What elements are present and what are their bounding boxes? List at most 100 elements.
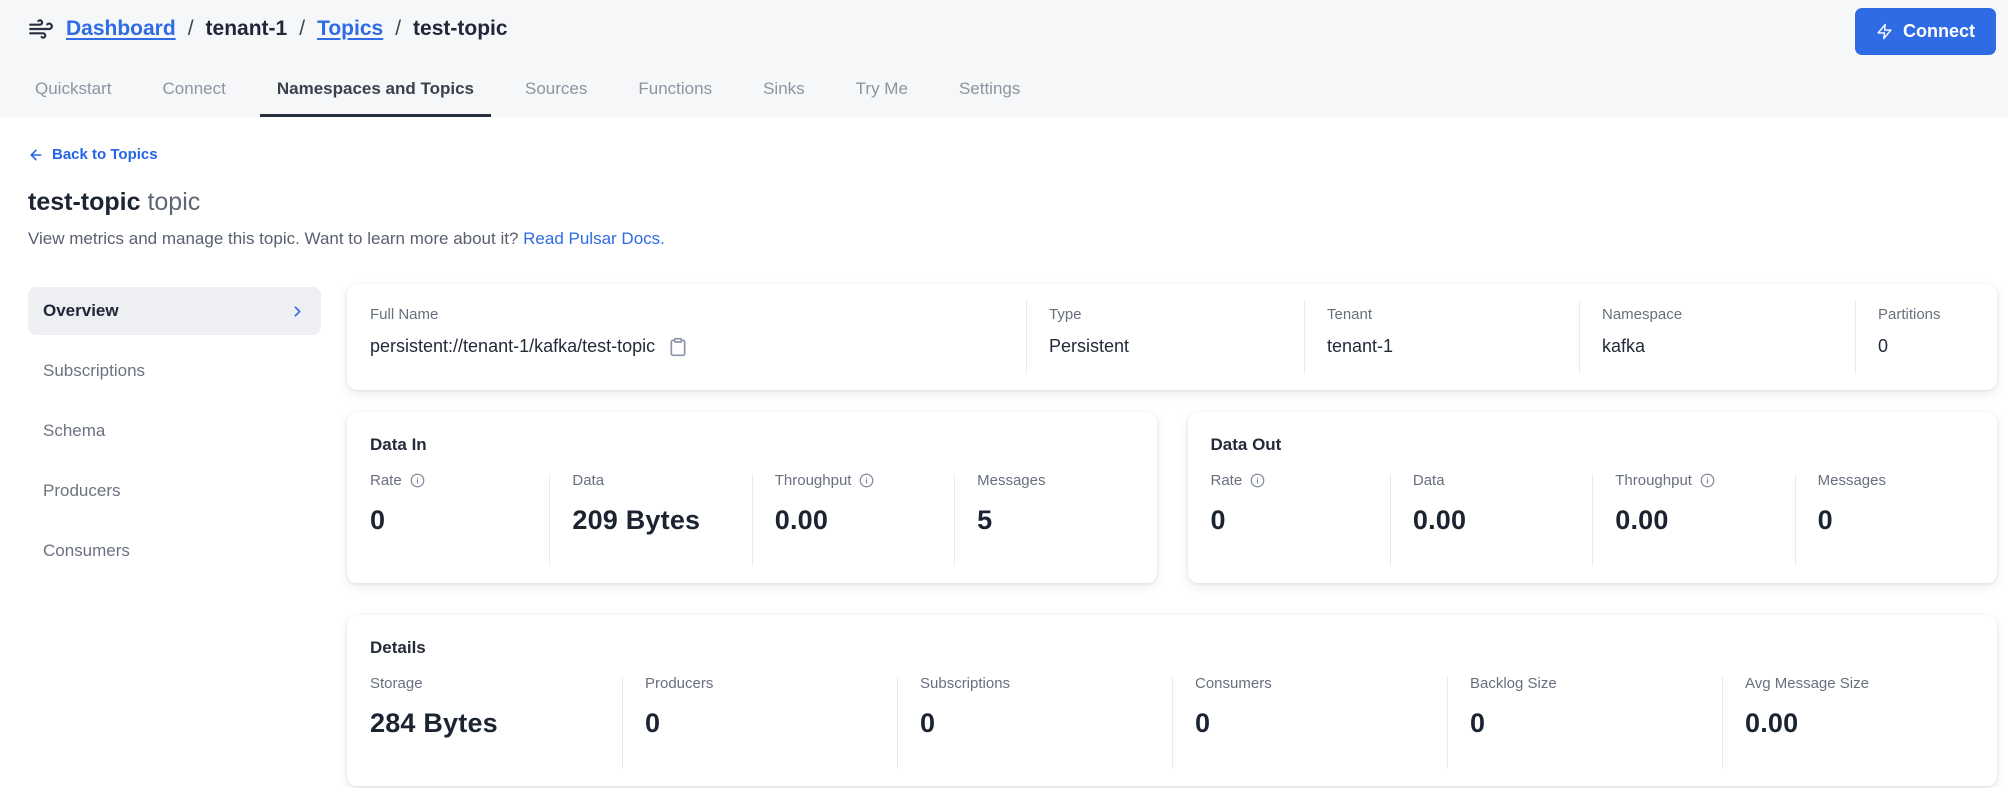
metric-throughput: Throughput 0.00 bbox=[751, 472, 954, 572]
metric-label: Subscriptions bbox=[920, 675, 1011, 692]
data-in-card: Data In Rate 0 Data 209 Bytes Throughput… bbox=[347, 412, 1157, 583]
metric-value: 0 bbox=[1195, 708, 1211, 738]
metric-value: 0.00 bbox=[1745, 708, 1799, 738]
back-to-topics-label: Back to Topics bbox=[52, 146, 158, 163]
metric-backlog-size: Backlog Size 0 bbox=[1447, 675, 1722, 775]
metric-value: 5 bbox=[977, 505, 993, 535]
metric-consumers: Consumers 0 bbox=[1172, 675, 1447, 775]
wind-icon bbox=[28, 16, 54, 42]
metric-throughput: Throughput 0.00 bbox=[1592, 472, 1794, 572]
metric-value: 0.00 bbox=[1615, 505, 1669, 535]
metric-rate: Rate 0 bbox=[347, 472, 549, 572]
tab-try-me[interactable]: Try Me bbox=[855, 79, 908, 98]
card-title: Data Out bbox=[1210, 435, 1282, 454]
field-tenant: Tenant tenant-1 bbox=[1304, 284, 1579, 390]
field-label: Full Name bbox=[370, 306, 439, 323]
metric-label: Producers bbox=[645, 675, 714, 692]
topic-sidebar: Overview Subscriptions Schema Producers … bbox=[28, 287, 321, 587]
metric-subscriptions: Subscriptions 0 bbox=[897, 675, 1172, 775]
breadcrumb-separator: / bbox=[395, 17, 402, 40]
metric-value: 0 bbox=[1817, 505, 1833, 535]
sidebar-item-schema[interactable]: Schema bbox=[28, 407, 321, 455]
page-description-text: View metrics and manage this topic. Want… bbox=[28, 229, 524, 248]
sidebar-item-label: Subscriptions bbox=[43, 361, 146, 380]
metric-label: Throughput bbox=[774, 472, 852, 489]
metric-label: Consumers bbox=[1195, 675, 1272, 692]
tab-sources[interactable]: Sources bbox=[525, 79, 588, 98]
topic-name: test-topic bbox=[28, 188, 141, 216]
full-name-value: persistent://tenant-1/kafka/test-topic bbox=[370, 336, 656, 356]
page-title: test-topic topic bbox=[28, 188, 200, 217]
metric-storage: Storage 284 Bytes bbox=[347, 675, 622, 775]
sidebar-item-label: Overview bbox=[43, 301, 119, 320]
sidebar-item-label: Producers bbox=[43, 481, 121, 500]
sidebar-item-overview[interactable]: Overview bbox=[28, 287, 321, 335]
page-description: View metrics and manage this topic. Want… bbox=[28, 229, 665, 249]
breadcrumb-item-tenant: tenant-1 bbox=[205, 17, 288, 40]
metric-label: Data bbox=[1412, 472, 1445, 489]
metric-value: 0 bbox=[645, 708, 661, 738]
tab-sinks[interactable]: Sinks bbox=[763, 79, 805, 98]
metric-avg-message-size: Avg Message Size 0.00 bbox=[1722, 675, 1997, 775]
breadcrumb-separator: / bbox=[187, 17, 194, 40]
arrow-left-icon bbox=[28, 147, 44, 163]
tab-functions[interactable]: Functions bbox=[638, 79, 713, 98]
info-icon[interactable] bbox=[1700, 473, 1715, 488]
metric-value: 209 Bytes bbox=[572, 505, 701, 535]
card-title: Details bbox=[370, 638, 426, 657]
sidebar-item-label: Consumers bbox=[43, 541, 130, 560]
metric-rate: Rate 0 bbox=[1188, 472, 1390, 572]
connect-button-label: Connect bbox=[1903, 21, 1975, 41]
sidebar-item-consumers[interactable]: Consumers bbox=[28, 527, 321, 575]
back-to-topics-link[interactable]: Back to Topics bbox=[28, 146, 158, 163]
data-out-card: Data Out Rate 0 Data 0.00 Throughput 0.0… bbox=[1187, 412, 1997, 583]
tab-namespaces-and-topics[interactable]: Namespaces and Topics bbox=[259, 79, 492, 117]
topic-info-card: Full Name persistent://tenant-1/kafka/te… bbox=[347, 284, 1997, 390]
metric-value: 0 bbox=[920, 708, 936, 738]
metric-value: 0.00 bbox=[774, 505, 829, 535]
metric-value: 0.00 bbox=[1412, 505, 1467, 535]
topic-name-suffix: topic bbox=[140, 188, 201, 216]
metric-label: Data bbox=[572, 472, 605, 489]
card-title: Data In bbox=[370, 435, 427, 454]
tab-connect[interactable]: Connect bbox=[162, 79, 226, 98]
breadcrumb-separator: / bbox=[299, 17, 306, 40]
metric-label: Storage bbox=[370, 675, 423, 692]
metric-label: Backlog Size bbox=[1470, 675, 1557, 692]
sidebar-item-producers[interactable]: Producers bbox=[28, 467, 321, 515]
breadcrumb-link-dashboard[interactable]: Dashboard bbox=[66, 17, 176, 40]
field-label: Namespace bbox=[1602, 306, 1683, 323]
lightning-icon bbox=[1876, 22, 1893, 41]
info-icon[interactable] bbox=[859, 473, 874, 488]
tab-bar: Quickstart Connect Namespaces and Topics… bbox=[18, 79, 1037, 117]
top-bar: Dashboard / tenant-1 / Topics / test-top… bbox=[0, 0, 2008, 117]
metric-value: 0 bbox=[370, 505, 386, 535]
metric-label: Throughput bbox=[1615, 472, 1692, 489]
metric-value: 0 bbox=[1210, 505, 1226, 535]
chevron-right-icon bbox=[289, 303, 306, 320]
main-content: Full Name persistent://tenant-1/kafka/te… bbox=[347, 284, 1997, 786]
breadcrumb-item-topic: test-topic bbox=[413, 17, 508, 40]
clipboard-icon bbox=[668, 337, 688, 357]
field-partitions: Partitions 0 bbox=[1855, 284, 1997, 390]
sidebar-item-label: Schema bbox=[43, 421, 106, 440]
sidebar-item-subscriptions[interactable]: Subscriptions bbox=[28, 347, 321, 395]
breadcrumb-link-topics[interactable]: Topics bbox=[317, 17, 384, 40]
connect-button[interactable]: Connect bbox=[1855, 8, 1996, 55]
info-icon[interactable] bbox=[410, 473, 425, 488]
metric-label: Rate bbox=[370, 472, 402, 489]
field-type: Type Persistent bbox=[1026, 284, 1304, 390]
tab-quickstart[interactable]: Quickstart bbox=[35, 79, 112, 98]
metric-messages: Messages 0 bbox=[1794, 472, 1997, 572]
field-value: Persistent bbox=[1049, 336, 1130, 356]
read-pulsar-docs-link[interactable]: Read Pulsar Docs. bbox=[523, 229, 665, 248]
metric-data: Data 0.00 bbox=[1389, 472, 1592, 572]
field-label: Type bbox=[1049, 306, 1082, 323]
field-namespace: Namespace kafka bbox=[1579, 284, 1855, 390]
metric-value: 0 bbox=[1470, 708, 1486, 738]
metric-label: Messages bbox=[1817, 472, 1886, 489]
info-icon[interactable] bbox=[1250, 473, 1265, 488]
tab-settings[interactable]: Settings bbox=[958, 79, 1021, 98]
details-card: Details Storage 284 Bytes Producers 0 Su… bbox=[347, 615, 1997, 786]
copy-button[interactable] bbox=[668, 337, 688, 357]
